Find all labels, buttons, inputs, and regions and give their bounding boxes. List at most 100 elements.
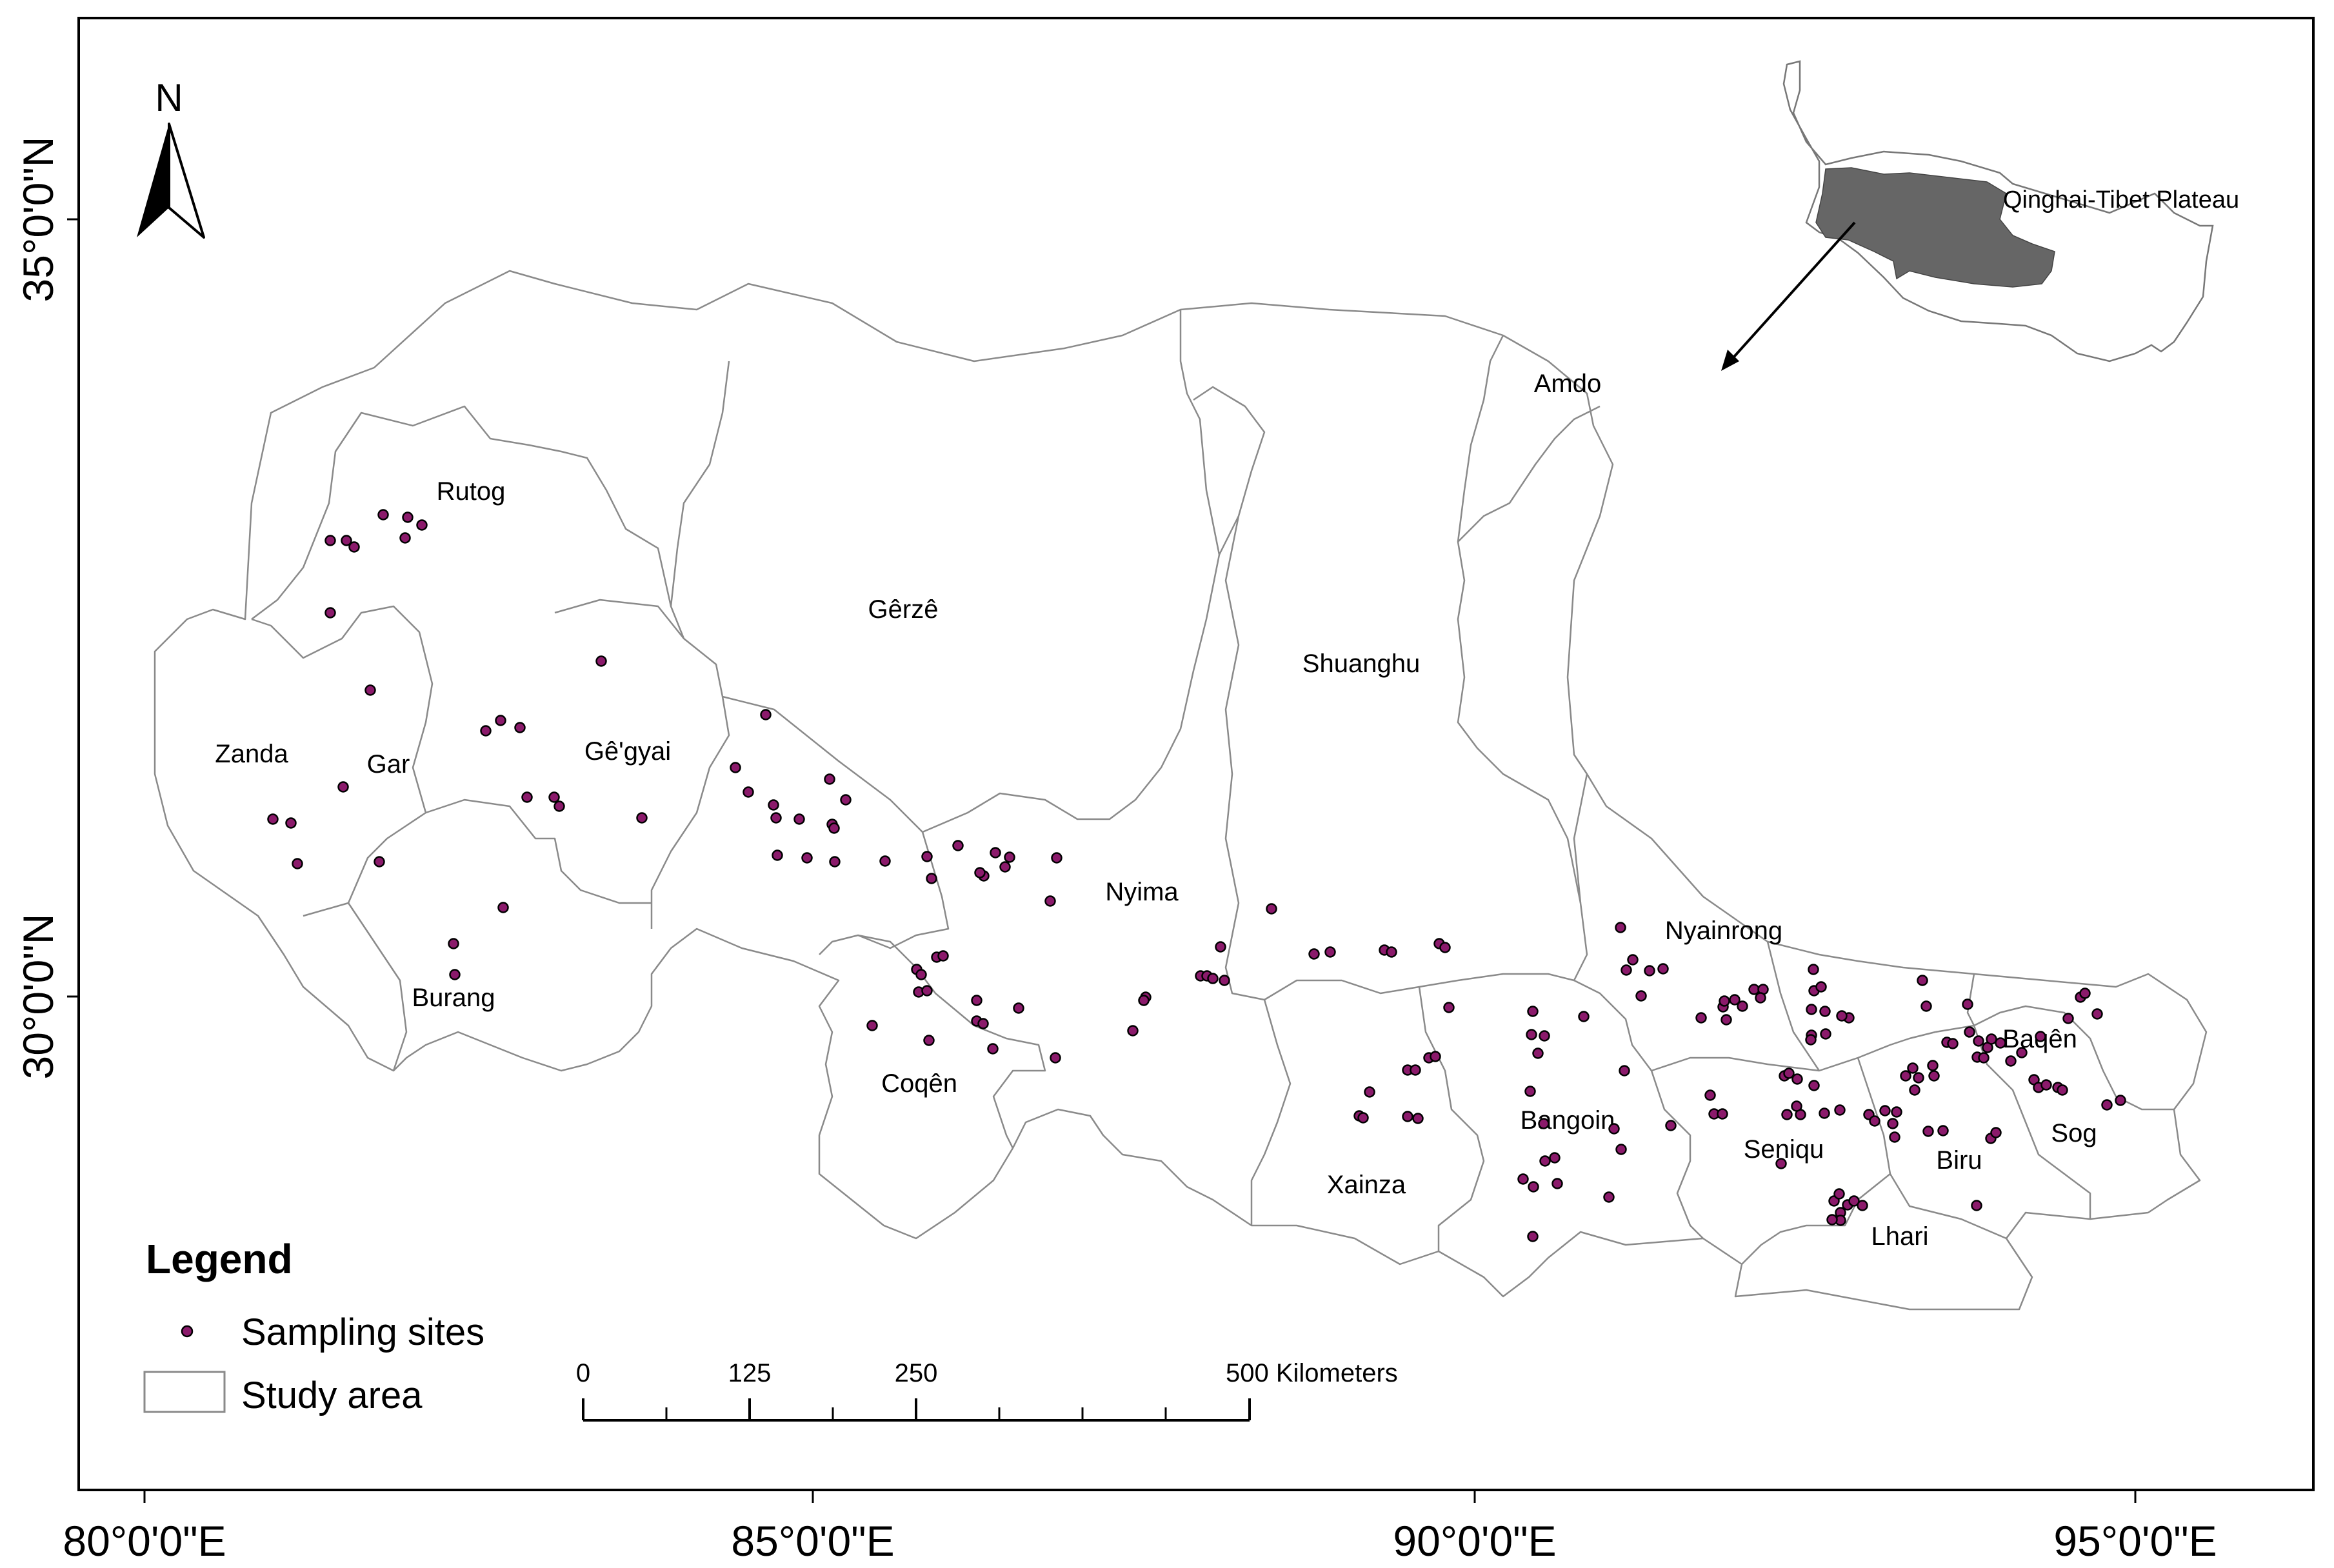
sampling-site bbox=[374, 856, 385, 868]
sampling-site bbox=[348, 541, 360, 553]
sampling-site bbox=[1443, 1002, 1455, 1013]
sampling-site bbox=[824, 773, 835, 785]
sampling-site bbox=[1603, 1191, 1615, 1203]
sampling-site bbox=[1973, 1035, 1984, 1047]
sampling-site bbox=[1755, 992, 1766, 1004]
sampling-site bbox=[1386, 946, 1397, 958]
sampling-site bbox=[449, 969, 461, 980]
sampling-site bbox=[402, 511, 414, 523]
sampling-site bbox=[2035, 1031, 2046, 1042]
sampling-site bbox=[636, 812, 648, 824]
sampling-site bbox=[1834, 1104, 1846, 1116]
sampling-site bbox=[1050, 1052, 1061, 1064]
sampling-site bbox=[770, 812, 782, 824]
label-xainza: Xainza bbox=[1327, 1171, 1406, 1199]
label-sog: Sog bbox=[2051, 1119, 2097, 1147]
sampling-site bbox=[1781, 1109, 1793, 1120]
sampling-site bbox=[1826, 1214, 1838, 1226]
sampling-site bbox=[1517, 1173, 1529, 1185]
sampling-site bbox=[377, 509, 389, 521]
sampling-site bbox=[1539, 1030, 1550, 1042]
sampling-site bbox=[1266, 903, 1277, 915]
sampling-site bbox=[2005, 1055, 2017, 1067]
sampling-site bbox=[1324, 946, 1336, 958]
inset-arrow-line bbox=[1728, 221, 1856, 364]
sampling-site bbox=[1357, 1112, 1369, 1124]
sampling-site bbox=[768, 799, 779, 811]
sampling-site bbox=[990, 847, 1001, 858]
label-amdo: Amdo bbox=[1534, 370, 1602, 398]
sampling-site bbox=[1138, 995, 1150, 1006]
north-letter: N bbox=[155, 76, 183, 119]
sampling-site bbox=[324, 607, 336, 619]
sampling-site bbox=[1619, 1065, 1630, 1077]
sampling-site bbox=[1721, 1014, 1732, 1026]
sampling-site bbox=[1528, 1181, 1539, 1193]
sampling-site bbox=[1621, 964, 1632, 976]
label-bangoin: Bangoin bbox=[1521, 1106, 1615, 1135]
sampling-site bbox=[1783, 1067, 1795, 1079]
sampling-site bbox=[341, 535, 352, 546]
x-label-80: 80°0'0"E bbox=[63, 1517, 226, 1565]
sampling-site bbox=[1430, 1051, 1441, 1062]
district-labels: Rutog Gêrzê Shuanghu Amdo Zanda Gar Gê'g… bbox=[215, 370, 2097, 1251]
sampling-site bbox=[1539, 1155, 1551, 1167]
sampling-site bbox=[1887, 1118, 1899, 1129]
sampling-site bbox=[1805, 1034, 1817, 1046]
sampling-site bbox=[1990, 1127, 2002, 1138]
study-area-boundary bbox=[154, 270, 2208, 1311]
sampling-site bbox=[267, 813, 279, 825]
sampling-site bbox=[1412, 1113, 1424, 1124]
sampling-site bbox=[1615, 922, 1626, 933]
sampling-site bbox=[974, 867, 986, 878]
sampling-site bbox=[760, 709, 772, 720]
sampling-site bbox=[1627, 954, 1639, 966]
sampling-site bbox=[548, 791, 560, 803]
sampling-site bbox=[1532, 1047, 1544, 1059]
sampling-sites-layer bbox=[267, 509, 2126, 1242]
inset-label: Qinghai-Tibet Plateau bbox=[2003, 186, 2239, 213]
sampling-site bbox=[1928, 1070, 1940, 1082]
y-label-30: 30°0'0"N bbox=[14, 914, 62, 1080]
sampling-site bbox=[977, 1018, 989, 1029]
sampling-site bbox=[793, 813, 805, 825]
sampling-site bbox=[364, 684, 376, 696]
sampling-site bbox=[1920, 1000, 1932, 1012]
x-label-90: 90°0'0"E bbox=[1393, 1517, 1556, 1565]
sampling-site bbox=[828, 822, 840, 834]
sampling-site bbox=[1127, 1025, 1139, 1037]
sampling-site bbox=[324, 535, 336, 546]
sampling-site bbox=[1995, 1037, 2006, 1049]
sampling-site bbox=[1833, 1188, 1845, 1200]
sampling-site bbox=[1791, 1073, 1803, 1085]
north-arrow: N bbox=[137, 76, 205, 239]
sampling-site bbox=[1635, 990, 1647, 1002]
label-gegyai: Gê'gyai bbox=[584, 737, 671, 766]
sampling-site bbox=[1909, 1084, 1920, 1096]
sampling-site bbox=[1775, 1158, 1787, 1169]
sampling-site bbox=[1538, 1118, 1550, 1129]
sampling-site bbox=[480, 725, 492, 737]
sampling-site bbox=[1820, 1028, 1831, 1040]
label-biru: Biru bbox=[1936, 1146, 1982, 1175]
sampling-site bbox=[514, 722, 526, 733]
sampling-site bbox=[952, 840, 964, 851]
sampling-site bbox=[1857, 1200, 1868, 1211]
sampling-site bbox=[801, 852, 813, 864]
sampling-site bbox=[521, 791, 533, 803]
sampling-site bbox=[1608, 1123, 1620, 1135]
map-frame bbox=[77, 17, 2315, 1491]
sampling-site bbox=[1695, 1012, 1707, 1024]
sampling-site bbox=[921, 851, 933, 862]
label-nyima: Nyima bbox=[1105, 878, 1179, 906]
label-nyainrong: Nyainrong bbox=[1665, 917, 1782, 945]
sampling-site bbox=[2115, 1095, 2126, 1106]
sampling-site bbox=[926, 873, 937, 884]
sampling-site bbox=[1578, 1011, 1590, 1022]
sampling-site bbox=[1962, 998, 1973, 1010]
sampling-site bbox=[1527, 1231, 1539, 1242]
sampling-site bbox=[1364, 1086, 1375, 1098]
sampling-site bbox=[1808, 1080, 1820, 1091]
sampling-site bbox=[1964, 1026, 1975, 1038]
